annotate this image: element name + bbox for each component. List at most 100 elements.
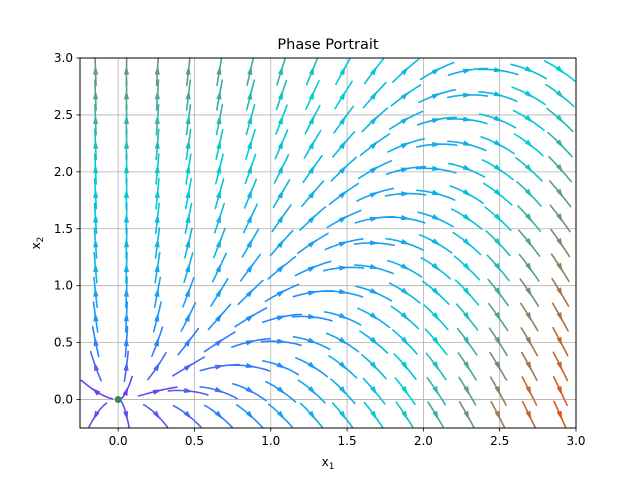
streamline-arrow — [462, 213, 472, 222]
streamline-arrow — [401, 361, 409, 371]
y-tick-label: 1.0 — [54, 279, 73, 293]
streamline-arrow — [245, 363, 256, 368]
streamline-arrow — [185, 90, 191, 100]
streamline-arrow — [277, 139, 283, 150]
streamline-arrow — [215, 287, 222, 298]
streamline-arrow — [307, 313, 318, 319]
streamline-arrow — [123, 213, 129, 223]
streamline-arrow — [93, 262, 99, 273]
streamline-arrow — [277, 189, 284, 199]
streamline-arrow — [93, 238, 99, 248]
streamline-arrow — [556, 312, 563, 322]
streamline-arrow — [400, 312, 409, 321]
streamline-arrow — [556, 336, 563, 347]
streamline-arrow — [185, 139, 191, 149]
streamline-arrow — [308, 410, 316, 420]
streamline-arrow — [246, 213, 253, 224]
streamline-arrow — [123, 114, 129, 124]
streamline-arrow — [338, 165, 347, 174]
streamline-arrow — [184, 337, 191, 347]
streamline-arrow — [245, 410, 254, 420]
streamline-arrow — [400, 239, 411, 245]
streamline-arrow — [400, 91, 410, 100]
streamline-arrow — [154, 262, 160, 273]
streamline-arrow — [338, 190, 348, 199]
streamline-arrow — [401, 386, 408, 396]
streamline-arrow — [431, 214, 441, 221]
streamline-arrow — [123, 287, 129, 297]
streamline-arrow — [154, 287, 160, 297]
streamline-arrow — [247, 139, 252, 150]
streamline-arrow — [400, 167, 411, 173]
streamline-arrow — [185, 262, 191, 273]
streamline-arrow — [93, 287, 99, 297]
streamline-arrow — [123, 164, 129, 174]
streamline-arrow — [184, 312, 191, 322]
streamline-arrow — [94, 361, 100, 372]
streamline-arrow — [524, 164, 533, 173]
streamline-arrow — [493, 91, 504, 97]
streamline-arrow — [153, 336, 159, 347]
streamline-arrow — [400, 336, 409, 346]
streamline-arrow — [93, 410, 100, 421]
streamline-arrow — [215, 312, 223, 322]
streamline-arrow — [245, 313, 255, 322]
streamline-arrow — [525, 238, 533, 248]
streamline-arrow — [494, 336, 501, 347]
streamline-arrow — [123, 238, 129, 248]
streamline-arrow — [369, 140, 379, 150]
streamline-arrow — [463, 410, 470, 421]
streamline-arrow — [493, 238, 502, 248]
streamline-arrow — [308, 189, 316, 199]
streamline-arrow — [154, 188, 160, 199]
streamline-arrow — [463, 336, 470, 347]
streamline-arrow — [246, 238, 253, 248]
streamline-arrow — [524, 66, 534, 73]
streamline-arrow — [93, 139, 99, 149]
streamline-arrow — [369, 166, 379, 174]
streamline-arrow — [276, 264, 285, 273]
streamline-arrow — [276, 410, 285, 420]
streamline-arrow — [215, 238, 221, 248]
streamline-arrow — [122, 386, 129, 396]
streamline-arrow — [493, 164, 503, 173]
streamline-arrow — [308, 90, 315, 100]
streamline-arrow — [462, 262, 471, 272]
streamline-arrow — [247, 65, 253, 75]
streamline-arrow — [247, 90, 253, 100]
streamline-arrow — [185, 114, 191, 125]
streamline-arrow — [93, 188, 99, 199]
streamline-arrow — [463, 287, 471, 297]
streamline-arrow — [339, 115, 346, 125]
streamline-arrow — [494, 287, 501, 297]
streamline-arrow — [431, 238, 441, 246]
streamline-arrow — [400, 116, 410, 125]
streamline-arrow — [184, 287, 190, 298]
streamline-arrow — [214, 410, 223, 420]
streamline-arrow — [463, 312, 471, 322]
streamline-arrow — [400, 287, 410, 296]
streamline-arrow — [185, 65, 191, 75]
streamline-arrow — [432, 410, 439, 421]
streamline-arrow — [493, 67, 504, 73]
streamline-arrow — [525, 312, 532, 322]
streamline-arrow — [277, 213, 284, 224]
streamline-arrow — [216, 188, 222, 199]
streamline-arrow — [338, 386, 347, 395]
streamline-arrow — [369, 312, 379, 321]
streamline-arrow — [524, 188, 533, 198]
streamline-arrow — [338, 337, 348, 345]
streamline-arrow — [462, 68, 473, 74]
streamline-arrow — [185, 213, 191, 223]
streamline-arrow — [431, 287, 440, 297]
streamline-arrow — [431, 312, 440, 322]
streamline-arrow — [432, 142, 442, 148]
streamline-arrow — [185, 238, 191, 248]
streamline-arrow — [339, 90, 346, 100]
streamline-arrow — [370, 386, 378, 396]
streamline-arrow — [247, 114, 253, 125]
streamline-arrow — [432, 336, 440, 346]
streamline-arrow — [93, 213, 99, 223]
x-tick-label: 1.5 — [338, 434, 357, 448]
